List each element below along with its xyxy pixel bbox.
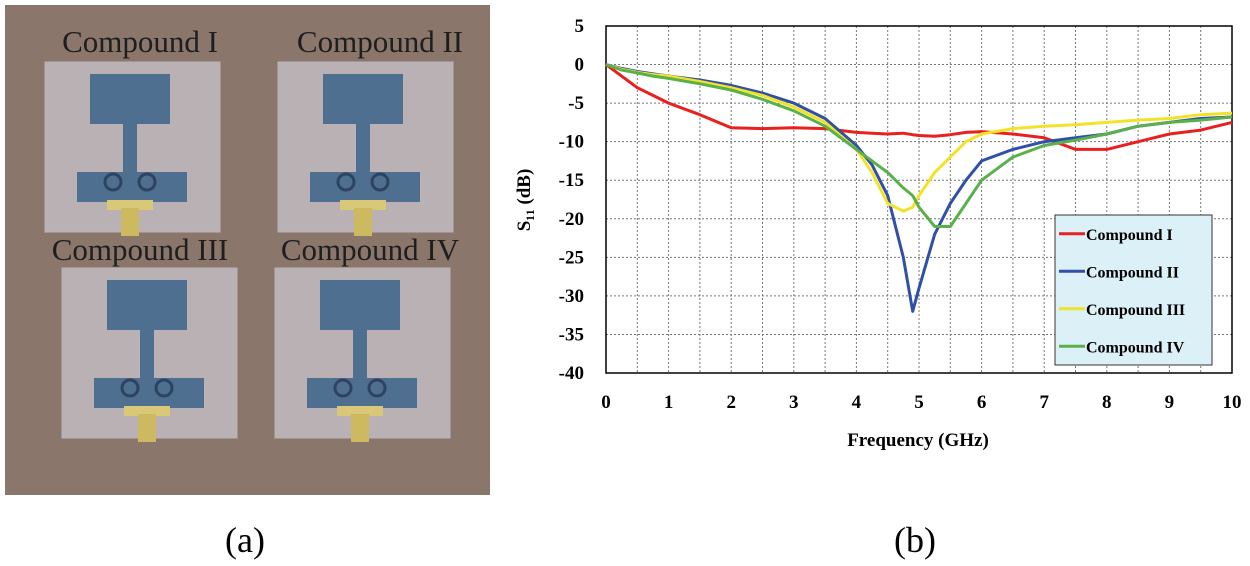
- series-line: [605, 63, 1233, 228]
- y-tick-label: 0: [575, 55, 585, 76]
- x-tick-label: 6: [977, 392, 987, 413]
- y-tick-label: -15: [559, 170, 584, 191]
- x-tick-label: 0: [601, 392, 611, 413]
- photo-label: Compound I: [62, 24, 218, 59]
- legend-label: Compound III: [1086, 302, 1185, 319]
- x-tick-label: 7: [1039, 392, 1049, 413]
- y-tick-label: -30: [559, 286, 584, 307]
- y-tick-label: -40: [559, 363, 584, 384]
- x-tick-label: 4: [852, 392, 862, 413]
- legend-label: Compound I: [1086, 227, 1173, 244]
- y-tick-label: -20: [559, 209, 584, 230]
- photo-label: Compound III: [52, 232, 229, 267]
- x-tick-label: 8: [1102, 392, 1112, 413]
- antenna-sample: [43, 60, 222, 238]
- y-axis-label: S₁₁ (dB): [514, 169, 535, 232]
- x-axis-label: Frequency (GHz): [847, 430, 989, 451]
- antenna-sample: [276, 60, 455, 238]
- plot-frame: [605, 25, 1233, 374]
- legend-label: Compound IV: [1086, 339, 1185, 356]
- x-tick-label: 9: [1165, 392, 1175, 413]
- y-tick-label: -35: [559, 324, 584, 345]
- y-tick-label: -25: [559, 247, 584, 268]
- series-line: [605, 63, 1233, 151]
- photo-label: Compound II: [297, 24, 463, 59]
- photo: Compound I Compound II Compound III Comp…: [5, 5, 490, 495]
- series-line: [605, 63, 1233, 213]
- panel-label: (a): [225, 520, 265, 560]
- panel-label: (b): [894, 520, 936, 560]
- legend-label: Compound II: [1086, 264, 1179, 281]
- antenna-sample: [273, 266, 452, 444]
- photo-label: Compound IV: [281, 232, 460, 267]
- y-tick-label: -10: [559, 132, 584, 153]
- antenna-sample: [60, 266, 239, 444]
- y-tick-label: -5: [568, 93, 584, 114]
- x-tick-label: 3: [789, 392, 799, 413]
- plot: 5 0 -5 -10 -15 -20 -25 -30 -35 -40 0 1 2 3 4 5 6 7 8 9 10 Com…: [559, 16, 1242, 413]
- x-tick-label: 10: [1223, 392, 1242, 413]
- x-tick-label: 2: [726, 392, 736, 413]
- y-tick-label: 5: [575, 16, 585, 37]
- x-tick-label: 1: [664, 392, 674, 413]
- legend-box: [1054, 214, 1213, 366]
- x-tick-label: 5: [914, 392, 924, 413]
